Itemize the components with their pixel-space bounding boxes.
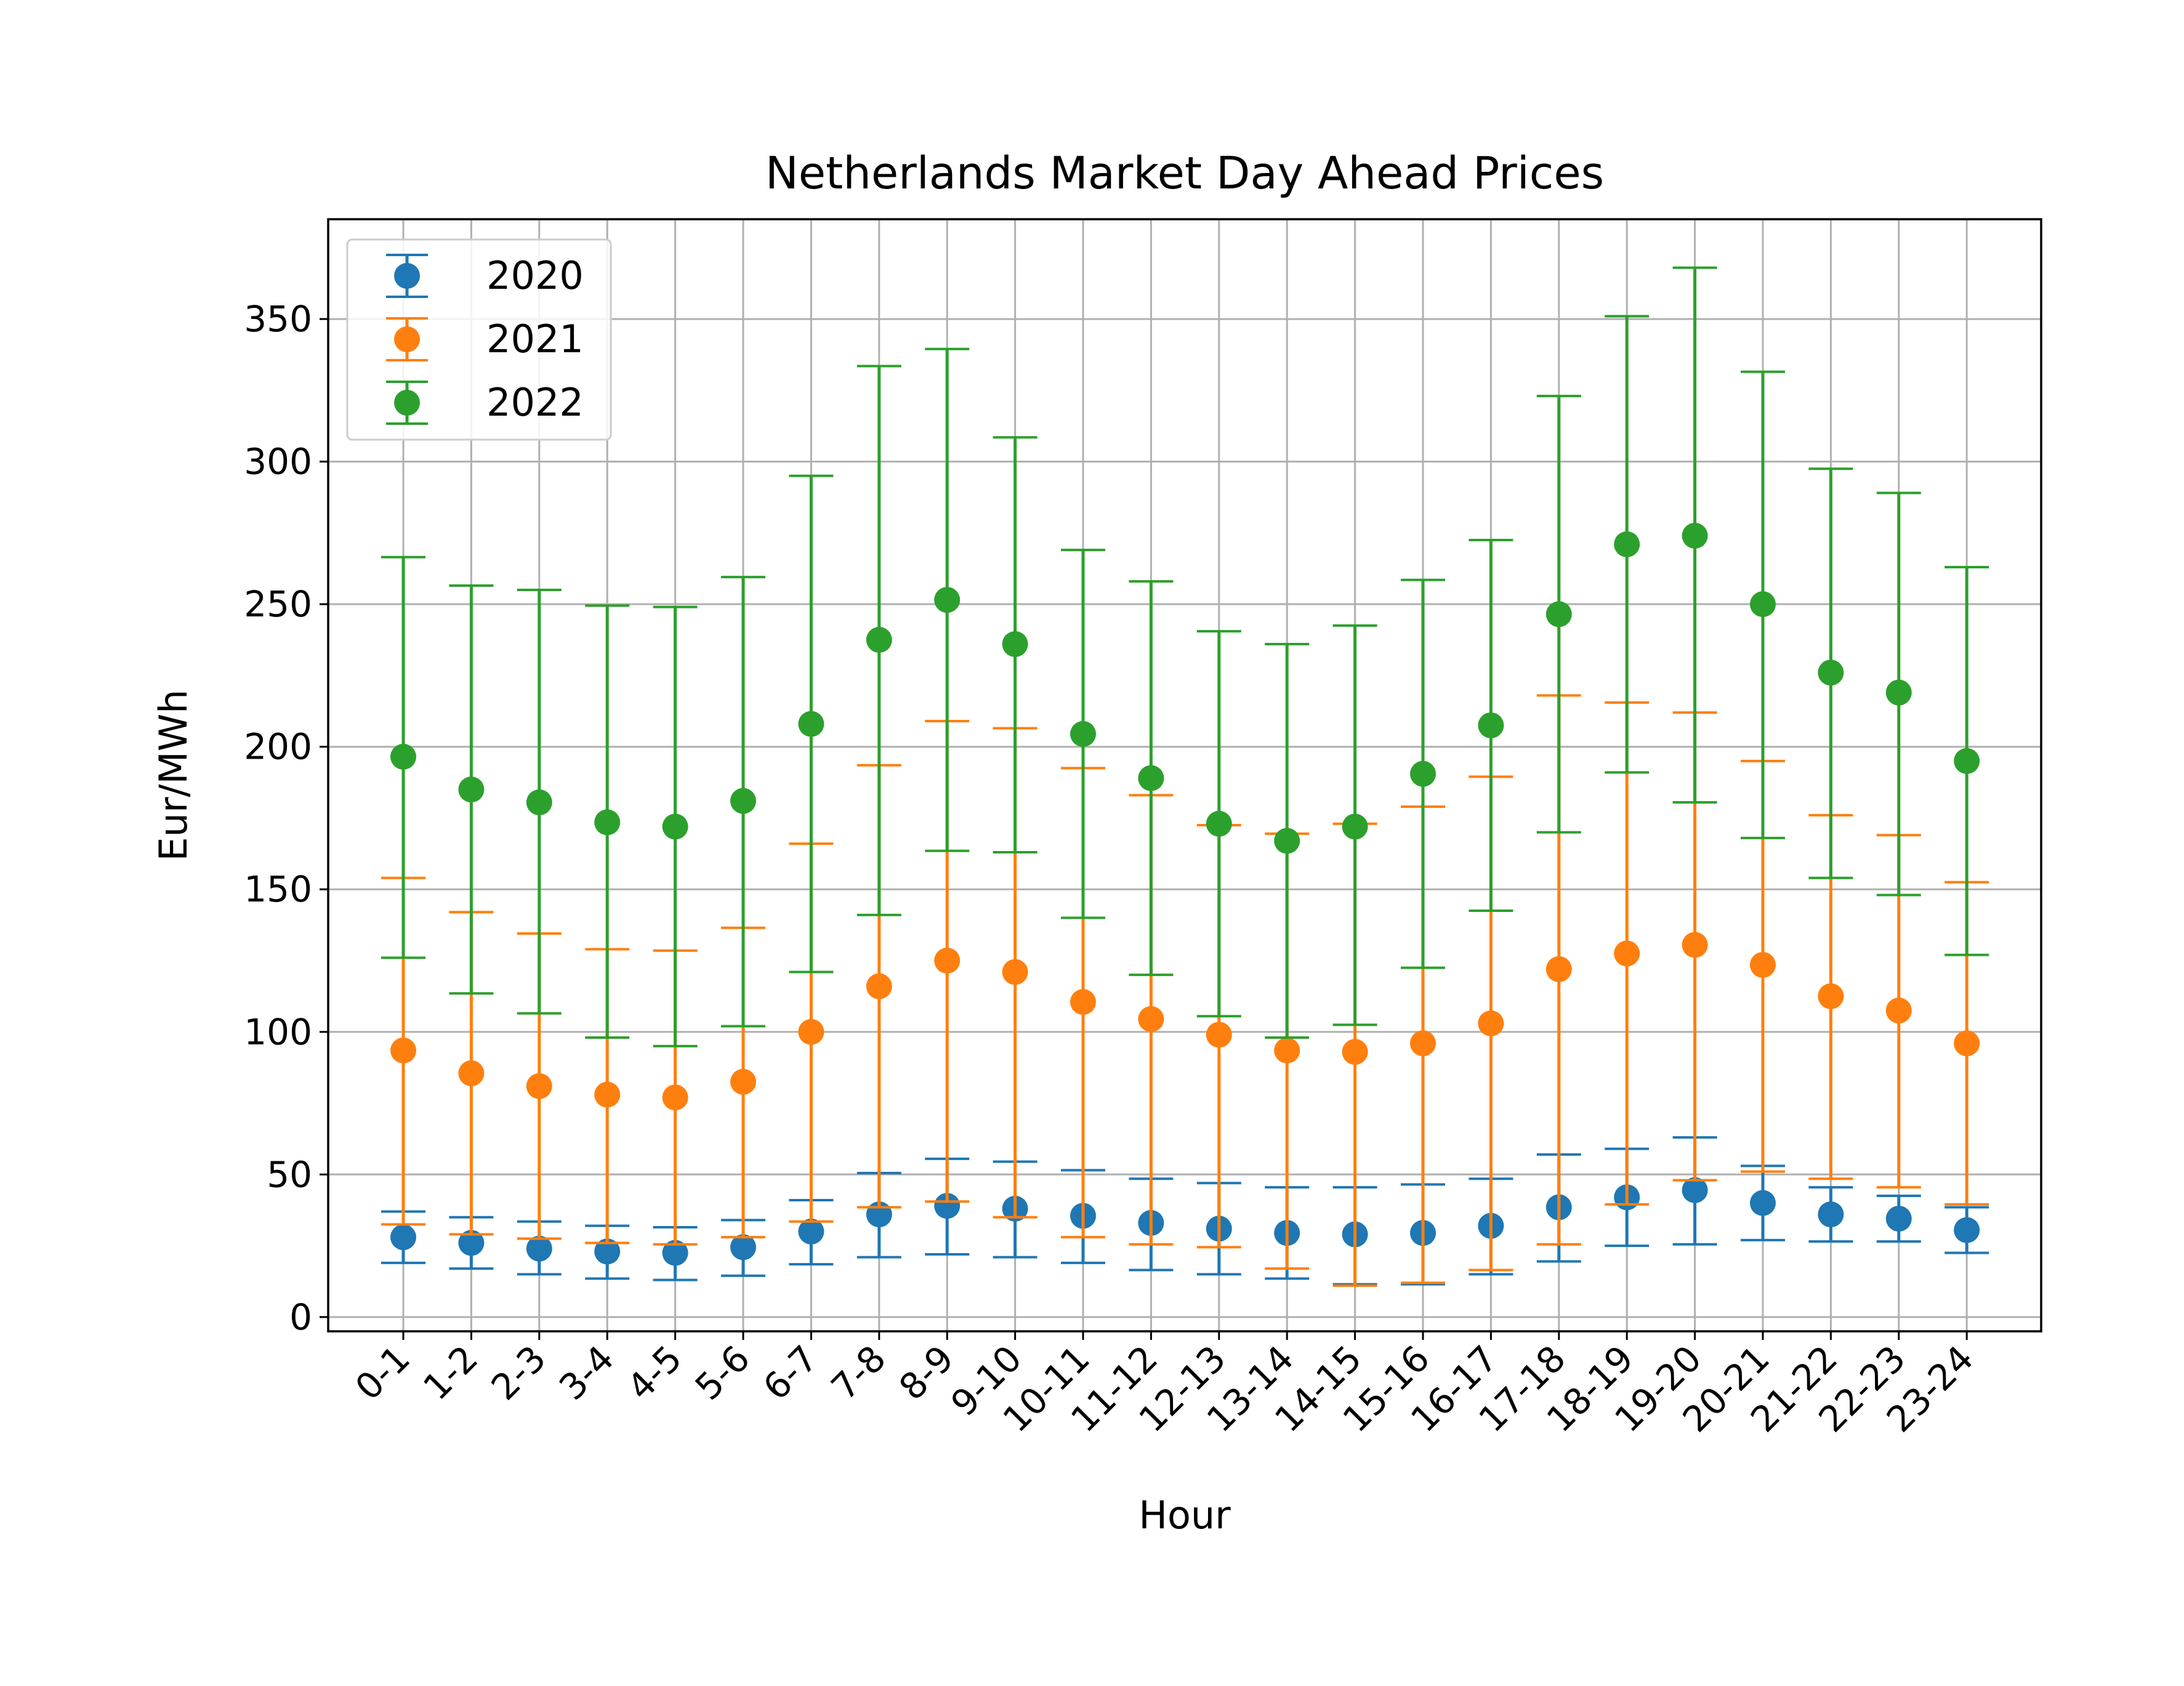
data-point — [1750, 591, 1776, 618]
data-point — [730, 788, 756, 814]
data-point — [1274, 828, 1300, 854]
data-point — [526, 1073, 552, 1099]
data-point — [1410, 1030, 1436, 1057]
series-2022[interactable] — [381, 266, 1989, 1047]
y-tick-label: 350 — [244, 298, 312, 340]
data-point — [526, 789, 552, 815]
data-point — [730, 1068, 756, 1095]
data-point — [798, 1218, 824, 1244]
data-point — [1682, 932, 1708, 958]
legend-entry-2022[interactable]: 2022 — [386, 380, 584, 425]
data-point — [1885, 679, 1912, 706]
data-series — [381, 266, 1989, 1287]
y-tick-label: 300 — [244, 441, 312, 483]
chart-title: Netherlands Market Day Ahead Prices — [765, 147, 1604, 199]
legend-frame — [346, 238, 612, 441]
data-point — [730, 1234, 756, 1260]
legend-marker — [394, 390, 420, 416]
data-point — [1070, 989, 1096, 1015]
legend-label: 2022 — [486, 380, 584, 425]
data-point — [1614, 531, 1640, 557]
legend-marker — [394, 263, 420, 289]
data-point — [458, 776, 485, 803]
plot-frame — [327, 218, 2042, 1333]
y-tick-label: 200 — [244, 726, 312, 768]
data-point — [458, 1230, 485, 1256]
data-point — [1410, 760, 1436, 787]
data-point — [1818, 983, 1844, 1009]
data-point — [390, 1037, 416, 1063]
data-point — [662, 1240, 688, 1266]
data-point — [390, 1224, 416, 1251]
data-point — [1954, 1030, 1980, 1057]
data-point — [1545, 601, 1572, 627]
data-point — [662, 813, 688, 840]
data-point — [866, 627, 892, 653]
data-point — [1274, 1037, 1300, 1063]
data-point — [1478, 1010, 1504, 1036]
data-point — [662, 1084, 688, 1111]
data-point — [594, 1081, 621, 1108]
data-point — [594, 1238, 621, 1265]
y-axis-label: Eur/MWh — [151, 690, 196, 861]
y-axis-ticks: 0 50 100 150 200 250 300 350 — [244, 298, 328, 1338]
y-tick-label: 100 — [244, 1011, 312, 1053]
data-point — [1818, 659, 1844, 686]
x-axis-label: Hour — [1138, 1493, 1231, 1538]
data-point — [1682, 523, 1708, 549]
data-point — [1002, 631, 1028, 657]
y-tick-label: 150 — [244, 868, 312, 910]
data-point — [1885, 1206, 1912, 1232]
data-point — [934, 1193, 961, 1219]
data-point — [934, 587, 961, 613]
data-point — [1138, 1006, 1164, 1032]
data-point — [1206, 810, 1232, 837]
y-tick-label: 50 — [267, 1153, 312, 1195]
data-point — [1818, 1201, 1844, 1228]
data-point — [1070, 720, 1096, 747]
data-point — [1002, 959, 1028, 985]
data-point — [798, 711, 824, 737]
data-point — [1750, 1190, 1776, 1216]
legend-label: 2020 — [486, 253, 584, 298]
data-point — [1885, 998, 1912, 1024]
legend-entry-2021[interactable]: 2021 — [386, 317, 584, 361]
data-point — [390, 743, 416, 770]
data-point — [1342, 1039, 1368, 1065]
data-point — [1206, 1022, 1232, 1048]
data-point — [866, 973, 892, 999]
data-point — [1478, 712, 1504, 738]
data-point — [526, 1235, 552, 1262]
data-point — [1545, 956, 1572, 982]
legend[interactable]: 2020 2021 2022 — [346, 238, 612, 441]
data-point — [1614, 940, 1640, 967]
data-point — [1750, 951, 1776, 978]
data-point — [1954, 748, 1980, 774]
data-point — [798, 1018, 824, 1045]
data-point — [594, 809, 621, 836]
data-point — [934, 948, 961, 974]
y-tick-label: 250 — [244, 583, 312, 625]
legend-label: 2021 — [486, 317, 584, 361]
legend-marker — [394, 326, 420, 352]
y-tick-label: 0 — [289, 1296, 312, 1338]
data-point — [1342, 813, 1368, 840]
legend-entry-2020[interactable]: 2020 — [386, 253, 584, 298]
data-point — [458, 1060, 485, 1086]
data-point — [1138, 765, 1164, 791]
data-point — [1682, 1177, 1708, 1203]
data-point — [1954, 1217, 1980, 1243]
